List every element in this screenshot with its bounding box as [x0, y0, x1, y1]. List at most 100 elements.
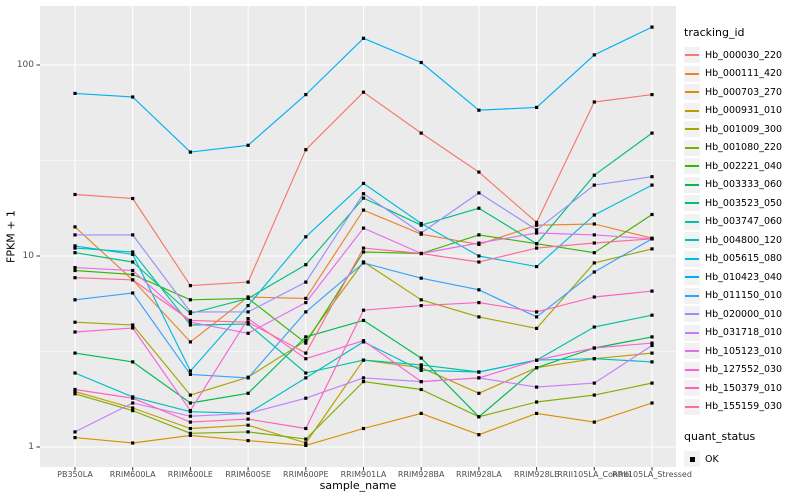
- x-axis-title: sample_name: [319, 479, 397, 492]
- data-point-square: [650, 313, 654, 317]
- data-point-square: [246, 143, 250, 147]
- data-point-square: [246, 296, 250, 300]
- legend-item: Hb_003747_060: [684, 213, 798, 232]
- data-point-square: [650, 289, 654, 293]
- data-point-square: [73, 225, 77, 229]
- data-point-square: [246, 304, 250, 308]
- quant-status-label: OK: [705, 453, 719, 465]
- data-point-square: [592, 233, 596, 237]
- data-point-square: [419, 304, 423, 308]
- data-point-square: [304, 263, 308, 267]
- legend-key-swatch: [684, 324, 700, 341]
- data-point-square: [419, 356, 423, 360]
- data-point-square: [304, 339, 308, 343]
- data-point-square: [131, 272, 135, 277]
- data-point-square: [246, 391, 250, 395]
- x-tick-label: RRII105LA_Stressed: [612, 470, 692, 479]
- data-point-square: [304, 341, 308, 345]
- x-tick-label: RRIM600LA: [109, 470, 156, 479]
- data-point-square: [131, 326, 135, 330]
- data-point-square: [131, 406, 135, 410]
- data-point-square: [188, 310, 192, 314]
- legend-item: Hb_155159_030: [684, 398, 798, 417]
- legend-item-label: Hb_000111_420: [705, 68, 783, 80]
- data-point-square: [650, 341, 654, 345]
- data-point-square: [592, 325, 596, 329]
- data-point-square: [592, 381, 596, 385]
- data-point-square: [361, 208, 366, 212]
- data-point-square: [650, 93, 654, 97]
- data-point-square: [477, 170, 481, 174]
- legend-item-label: Hb_005615_080: [705, 253, 783, 265]
- data-point-square: [361, 376, 366, 380]
- data-point-square: [477, 260, 481, 264]
- data-point-square: [592, 53, 596, 57]
- legend-item: Hb_000703_270: [684, 83, 798, 102]
- data-point-square: [304, 235, 308, 239]
- data-point-square: [73, 436, 77, 440]
- data-point-square: [535, 105, 539, 109]
- data-point-square: [188, 431, 192, 435]
- data-point-square: [131, 268, 135, 273]
- data-point-square: [246, 331, 250, 335]
- data-point-square: [304, 443, 308, 447]
- data-point-square: [131, 441, 135, 445]
- data-point-square: [304, 335, 308, 339]
- legend-item: Hb_000111_420: [684, 65, 798, 84]
- data-point-square: [650, 360, 654, 364]
- data-point-square: [73, 320, 77, 324]
- data-point-square: [304, 296, 308, 300]
- data-point-square: [650, 335, 654, 339]
- legend-key-swatch: [684, 306, 700, 323]
- data-point-square: [592, 357, 596, 361]
- data-point-square: [304, 357, 308, 361]
- legend-item-label: Hb_105123_010: [705, 345, 783, 357]
- legend-key-swatch: [684, 361, 700, 378]
- data-point-square: [419, 380, 423, 384]
- data-point-square: [419, 223, 423, 227]
- data-point-square: [535, 310, 539, 314]
- data-point-square: [477, 254, 481, 258]
- data-point-square: [650, 25, 654, 29]
- data-point-square: [535, 265, 539, 269]
- data-point-square: [419, 131, 423, 135]
- data-point-square: [73, 330, 77, 334]
- data-point-square: [73, 233, 77, 237]
- data-point-square: [188, 420, 192, 424]
- data-point-square: [361, 339, 366, 343]
- legend-key-swatch: [684, 65, 700, 82]
- data-point-square: [650, 351, 654, 355]
- data-point-square: [419, 221, 423, 226]
- data-point-square: [419, 251, 423, 256]
- legend-item: Hb_002221_040: [684, 157, 798, 176]
- data-point-square: [73, 91, 77, 95]
- data-point-square: [592, 251, 596, 255]
- x-tick-label: RRIM901LA: [340, 470, 387, 479]
- data-point-square: [304, 376, 308, 380]
- data-point-square: [419, 60, 423, 65]
- data-point-square: [477, 301, 481, 305]
- tracking-id-legend-title: tracking_id: [684, 26, 745, 39]
- data-point-square: [477, 191, 481, 195]
- tracking-id-legend-items: Hb_000030_220 Hb_000111_420 Hb_000703_270 H…: [684, 46, 798, 416]
- data-point-square: [246, 310, 250, 314]
- data-point-square: [361, 261, 366, 265]
- data-point-square: [304, 441, 308, 445]
- legend-item: Hb_001009_300: [684, 120, 798, 139]
- legend-key-swatch: [684, 139, 700, 156]
- data-point-square: [535, 326, 539, 330]
- legend: tracking_id Hb_000030_220 Hb_000111_420 Hb…: [684, 26, 798, 469]
- data-point-square: [650, 212, 654, 217]
- data-point-square: [477, 288, 481, 292]
- data-point-square: [73, 268, 77, 273]
- legend-key-swatch: [684, 121, 700, 138]
- data-point-square: [304, 148, 308, 152]
- legend-item-label: Hb_031718_010: [705, 327, 783, 339]
- data-point-square: [246, 317, 250, 321]
- legend-key-swatch: [684, 398, 700, 415]
- data-point-square: [419, 276, 423, 280]
- legend-item: Hb_000030_220: [684, 46, 798, 65]
- data-point-square: [477, 315, 481, 319]
- data-point-square: [592, 420, 596, 424]
- data-point-square: [131, 250, 135, 254]
